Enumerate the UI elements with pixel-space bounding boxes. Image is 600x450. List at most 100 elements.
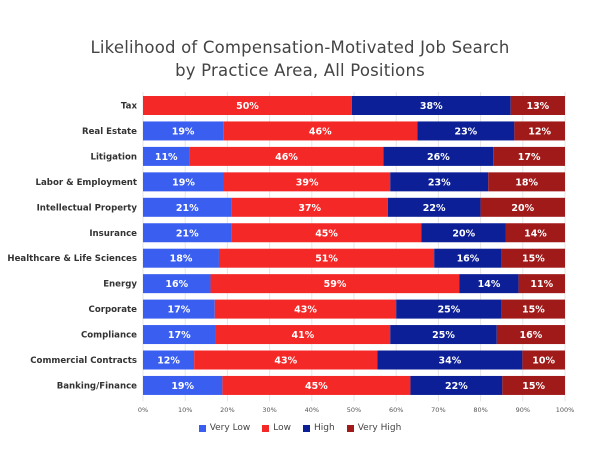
- bar-segment: [510, 96, 565, 115]
- bar-segment: [505, 223, 565, 243]
- data-label: 21%: [176, 228, 199, 239]
- legend-item-high: High: [303, 423, 335, 433]
- category-label: Labor & Employment: [36, 178, 137, 188]
- legend-label: Very High: [357, 423, 402, 433]
- x-tick-label: 70%: [431, 406, 445, 414]
- data-label: 12%: [528, 126, 551, 137]
- legend-label: High: [314, 423, 335, 433]
- bar-segment: [143, 350, 195, 370]
- data-label: 18%: [515, 177, 538, 188]
- data-label: 41%: [291, 330, 314, 341]
- legend-item-very-high: Very High: [346, 423, 402, 433]
- bar-segment: [390, 325, 497, 345]
- bar-segment: [383, 146, 494, 166]
- category-label: Tax: [121, 102, 138, 112]
- category-label: Corporate: [89, 305, 138, 315]
- bar-segment: [493, 146, 565, 166]
- data-label: 45%: [305, 381, 328, 392]
- category-label: Energy: [103, 280, 137, 290]
- data-label: 16%: [457, 254, 480, 265]
- x-tick-label: 50%: [347, 406, 361, 414]
- bar-segment: [143, 146, 190, 166]
- legend-swatch: [198, 424, 206, 432]
- data-label: 38%: [420, 101, 443, 112]
- data-label: 11%: [530, 279, 553, 290]
- data-label: 15%: [522, 305, 545, 316]
- bar-segment: [514, 121, 565, 141]
- data-label: 15%: [522, 381, 545, 392]
- x-tick-label: 0%: [138, 406, 148, 414]
- x-tick-label: 40%: [305, 406, 319, 414]
- data-label: 20%: [452, 228, 475, 239]
- bar-segment: [501, 299, 565, 319]
- bar-segment: [218, 248, 435, 268]
- bar-segment: [223, 121, 418, 141]
- data-label: 22%: [423, 203, 446, 214]
- bar-segment: [143, 274, 211, 294]
- bar-segment: [189, 146, 384, 166]
- bar-segment: [143, 223, 232, 243]
- data-label: 10%: [532, 356, 555, 367]
- bar-segment: [421, 223, 506, 243]
- data-label: 39%: [296, 177, 319, 188]
- data-label: 17%: [167, 305, 190, 316]
- x-tick-label: 20%: [220, 406, 234, 414]
- category-label: Banking/Finance: [57, 381, 137, 391]
- x-tick-label: 10%: [178, 406, 192, 414]
- data-label: 19%: [172, 126, 195, 137]
- bar-segment: [518, 274, 565, 294]
- bar-segment: [410, 375, 503, 395]
- data-label: 37%: [298, 203, 321, 214]
- chart-subtitle: by Practice Area, All Positions: [175, 61, 425, 80]
- data-label: 15%: [522, 254, 545, 265]
- category-label: Intellectual Property: [37, 203, 138, 213]
- bar-segment: [210, 274, 460, 294]
- data-label: 23%: [428, 177, 451, 188]
- bar-segment: [222, 375, 411, 395]
- chart-title: Likelihood of Compensation-Motivated Job…: [90, 38, 510, 57]
- data-label: 46%: [309, 126, 332, 137]
- bar-segment: [488, 172, 565, 192]
- bar-segment: [143, 121, 224, 141]
- data-label: 43%: [274, 356, 297, 367]
- data-label: 16%: [165, 279, 188, 290]
- data-label: 23%: [454, 126, 477, 137]
- category-label: Real Estate: [82, 127, 137, 137]
- data-label: 12%: [157, 356, 180, 367]
- data-label: 19%: [172, 177, 195, 188]
- data-label: 17%: [518, 152, 541, 163]
- bar-segment: [417, 121, 515, 141]
- data-label: 22%: [445, 381, 468, 392]
- data-label: 19%: [171, 381, 194, 392]
- bar-segment: [143, 248, 219, 268]
- bar-segment: [496, 325, 565, 345]
- x-tick-label: 80%: [473, 406, 487, 414]
- bar-segment: [215, 325, 391, 345]
- bar-segment: [143, 325, 216, 345]
- x-tick-label: 30%: [262, 406, 276, 414]
- data-label: 20%: [511, 203, 534, 214]
- data-label: 34%: [439, 356, 462, 367]
- bar-segment: [214, 299, 397, 319]
- data-label: 18%: [170, 254, 193, 265]
- category-label: Litigation: [90, 152, 137, 162]
- bar-segment: [143, 375, 223, 395]
- data-label: 46%: [275, 152, 298, 163]
- bar-segment: [143, 96, 352, 115]
- bar-segment: [194, 350, 378, 370]
- data-label: 17%: [168, 330, 191, 341]
- bar-segment: [231, 197, 388, 217]
- data-label: 13%: [526, 101, 549, 112]
- data-label: 14%: [478, 279, 501, 290]
- data-label: 50%: [236, 101, 259, 112]
- bar-segment: [231, 223, 422, 243]
- category-label: Insurance: [89, 229, 137, 239]
- bar-segment: [396, 299, 502, 319]
- data-label: 26%: [427, 152, 450, 163]
- data-label: 16%: [520, 330, 543, 341]
- bar-segment: [143, 172, 224, 192]
- x-tick-label: 60%: [389, 406, 403, 414]
- data-label: 25%: [432, 330, 455, 341]
- legend-label: Low: [273, 423, 292, 433]
